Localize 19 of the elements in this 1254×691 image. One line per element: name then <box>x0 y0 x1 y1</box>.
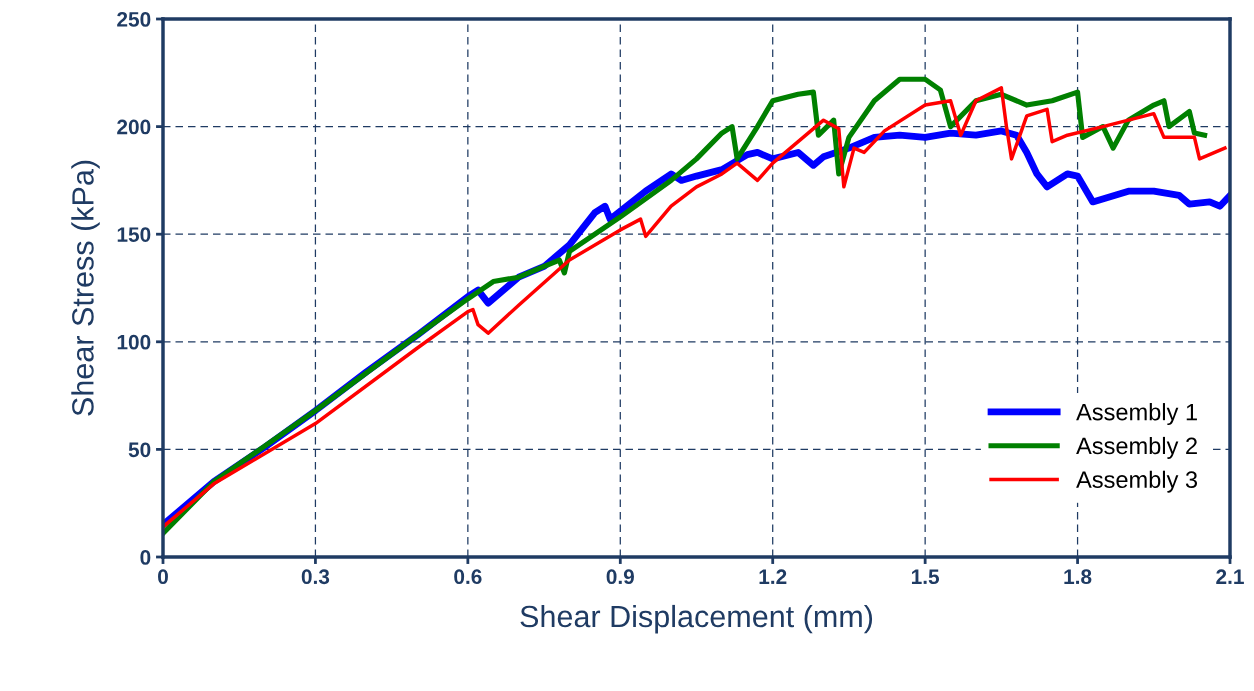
y-tick-label: 50 <box>128 442 151 458</box>
x-axis-title: Shear Displacement (mm) <box>520 604 873 634</box>
legend-label: Assembly 1 <box>1076 403 1197 426</box>
y-tick-label: 250 <box>117 12 151 27</box>
y-tick-label: 100 <box>117 334 151 350</box>
x-tick-label: 0.3 <box>301 569 330 585</box>
legend-label: Assembly 3 <box>1076 470 1198 493</box>
y-tick-label: 150 <box>117 227 151 242</box>
y-axis-title: Shear Stress (kPa) <box>71 160 100 416</box>
x-tick-label: 0.6 <box>454 569 482 585</box>
x-tick-label: 0.9 <box>606 569 634 585</box>
y-tick-label: 0 <box>140 550 151 565</box>
x-tick-label: 2.1 <box>1216 569 1244 584</box>
x-tick-label: 1.5 <box>911 569 940 585</box>
legend-label: Assembly 2 <box>1076 436 1197 459</box>
x-tick-label: 1.8 <box>1064 569 1092 585</box>
x-tick-label: 1.2 <box>759 569 787 584</box>
y-tick-label: 200 <box>117 119 151 135</box>
x-tick-label: 0 <box>158 569 168 585</box>
